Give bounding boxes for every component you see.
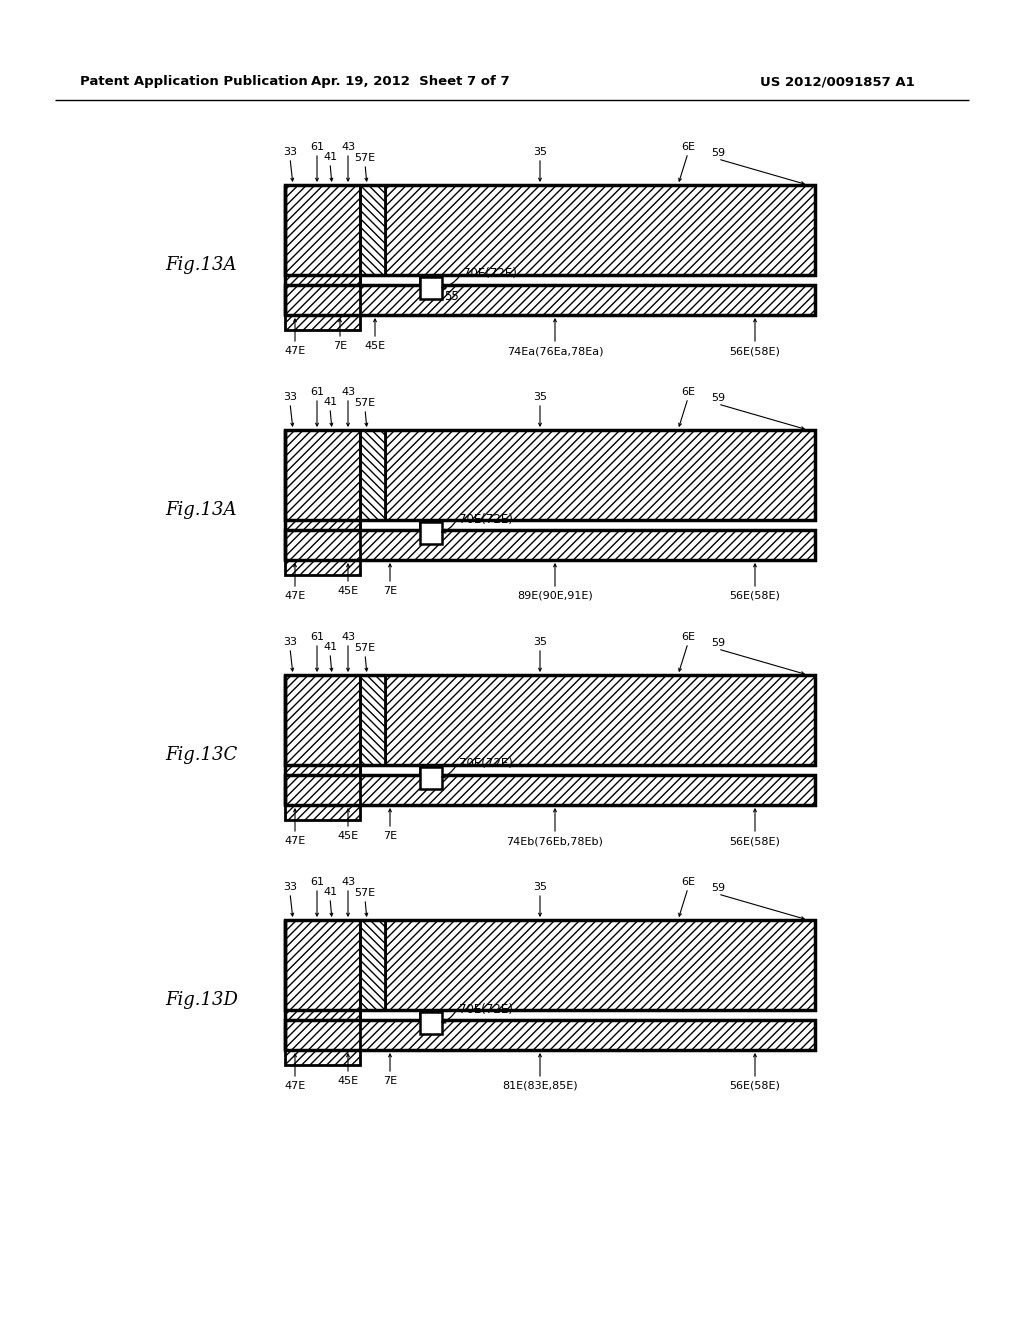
Bar [360,185,385,275]
Text: 89E(90E,91E): 89E(90E,91E) [517,591,593,601]
Text: 7E: 7E [383,1076,397,1086]
Bar [285,430,360,576]
Text: 43: 43 [341,632,355,642]
Bar [285,775,815,805]
Text: 33: 33 [283,392,297,403]
Text: 81E(83E,85E): 81E(83E,85E) [502,1081,578,1092]
Text: 57E: 57E [354,643,376,653]
Text: 61: 61 [310,876,324,887]
Text: Fig.13D: Fig.13D [165,991,238,1008]
Bar [285,775,815,805]
Bar [385,675,815,766]
Text: 74Eb(76Eb,78Eb): 74Eb(76Eb,78Eb) [507,836,603,846]
Text: 45E: 45E [338,586,358,597]
Text: 47E: 47E [285,836,305,846]
Text: 59: 59 [711,393,725,403]
Text: 61: 61 [310,143,324,152]
Text: 41: 41 [323,642,337,652]
Text: 55: 55 [444,289,459,302]
Bar [285,275,360,285]
Text: 6E: 6E [681,632,695,642]
Bar [285,185,815,275]
Text: 59: 59 [711,638,725,648]
Bar [420,277,442,300]
Text: 41: 41 [323,887,337,898]
Text: 56E(58E): 56E(58E) [729,1081,780,1092]
Text: 56E(58E): 56E(58E) [729,346,780,356]
Text: 35: 35 [534,882,547,892]
Bar [360,675,385,766]
Bar [385,185,815,275]
Bar [420,1012,442,1034]
Text: 56E(58E): 56E(58E) [729,591,780,601]
Text: Fig.13A: Fig.13A [165,256,237,275]
Bar [285,1020,815,1049]
Bar [285,285,815,315]
Text: Fig.13C: Fig.13C [165,746,238,764]
Bar [285,285,815,315]
Text: 47E: 47E [285,1081,305,1092]
Text: 59: 59 [711,148,725,158]
Text: 47E: 47E [285,346,305,356]
Text: 41: 41 [323,152,337,162]
Text: 7E: 7E [333,341,347,351]
Text: 7E: 7E [383,832,397,841]
Bar [420,767,442,789]
Text: 35: 35 [534,147,547,157]
Text: 7E: 7E [383,586,397,597]
Text: 59: 59 [711,883,725,894]
Text: 57E: 57E [354,399,376,408]
Text: 45E: 45E [338,1076,358,1086]
Bar [420,521,442,544]
Bar [285,675,360,820]
Text: 74Ea(76Ea,78Ea): 74Ea(76Ea,78Ea) [507,346,603,356]
Text: 57E: 57E [354,153,376,162]
Text: 45E: 45E [338,832,358,841]
Text: 43: 43 [341,876,355,887]
Text: 43: 43 [341,387,355,397]
Bar [285,520,360,531]
Bar [285,185,360,330]
Text: 45E: 45E [365,341,386,351]
Text: 33: 33 [283,882,297,892]
Bar [285,920,360,1065]
Text: Apr. 19, 2012  Sheet 7 of 7: Apr. 19, 2012 Sheet 7 of 7 [310,75,509,88]
Text: 61: 61 [310,632,324,642]
Bar [285,766,360,775]
Text: 70E(72E): 70E(72E) [459,1002,513,1015]
Text: 43: 43 [341,143,355,152]
Bar [285,920,815,1010]
Text: 57E: 57E [354,888,376,898]
Text: 6E: 6E [681,876,695,887]
Bar [360,430,385,520]
Text: 41: 41 [323,397,337,407]
Text: 33: 33 [283,147,297,157]
Text: 35: 35 [534,392,547,403]
Bar [360,920,385,1010]
Text: US 2012/0091857 A1: US 2012/0091857 A1 [760,75,914,88]
Text: 47E: 47E [285,591,305,601]
Text: 56E(58E): 56E(58E) [729,836,780,846]
Bar [285,1020,815,1049]
Bar [285,675,815,766]
Bar [385,920,815,1010]
Text: 70E(72E): 70E(72E) [463,268,517,281]
Bar [285,531,815,560]
Text: 6E: 6E [681,387,695,397]
Text: 35: 35 [534,638,547,647]
Text: 33: 33 [283,638,297,647]
Text: 70E(72E): 70E(72E) [459,758,513,771]
Bar [285,1010,360,1020]
Text: 70E(72E): 70E(72E) [459,512,513,525]
Text: Patent Application Publication: Patent Application Publication [80,75,308,88]
Text: 6E: 6E [681,143,695,152]
Bar [285,430,815,520]
Bar [285,531,815,560]
Bar [385,430,815,520]
Text: Fig.13A: Fig.13A [165,502,237,519]
Text: 61: 61 [310,387,324,397]
